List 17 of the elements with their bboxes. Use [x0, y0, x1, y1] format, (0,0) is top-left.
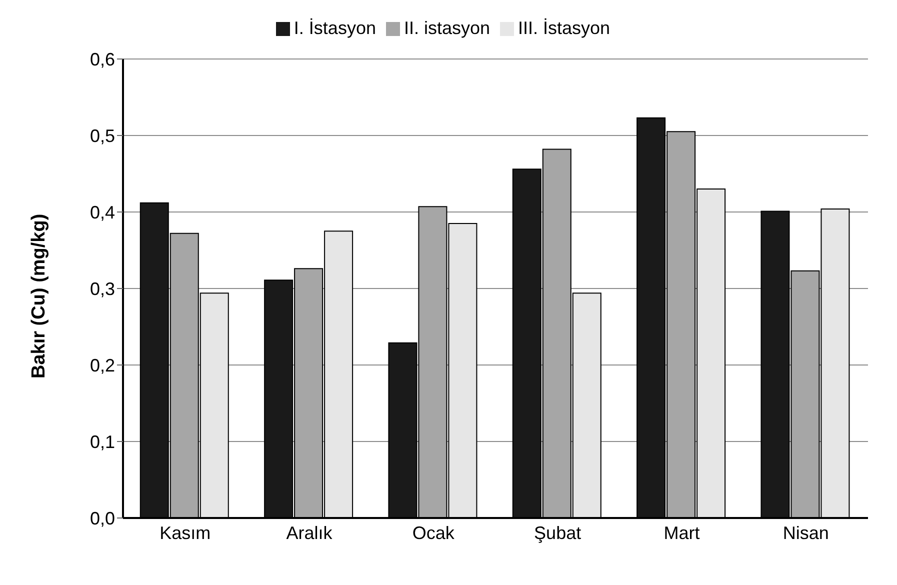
- y-tick-label: 0,2: [90, 355, 115, 376]
- y-tick-label: 0,6: [90, 49, 115, 70]
- y-tick-label: 0,1: [90, 432, 115, 452]
- x-tick-label: Ocak: [412, 522, 456, 543]
- legend-label: III. İstasyon: [518, 18, 610, 38]
- x-tick-label: Nisan: [782, 522, 829, 543]
- legend-label: II. istasyon: [404, 18, 490, 38]
- x-tick-label: Kasım: [160, 522, 211, 543]
- x-tick-label: Şubat: [534, 522, 582, 543]
- legend-label: I. İstasyon: [294, 18, 376, 38]
- y-axis-title: Bakır (Cu) (mg/kg): [28, 214, 50, 378]
- x-tick-label: Mart: [664, 522, 700, 543]
- y-tick-label: 0,4: [90, 202, 115, 222]
- y-tick-label: 0,3: [90, 278, 115, 299]
- y-tick-label: 0,5: [90, 126, 115, 146]
- x-tick-label: Aralık: [286, 522, 334, 543]
- y-tick-label: 0,0: [90, 508, 115, 528]
